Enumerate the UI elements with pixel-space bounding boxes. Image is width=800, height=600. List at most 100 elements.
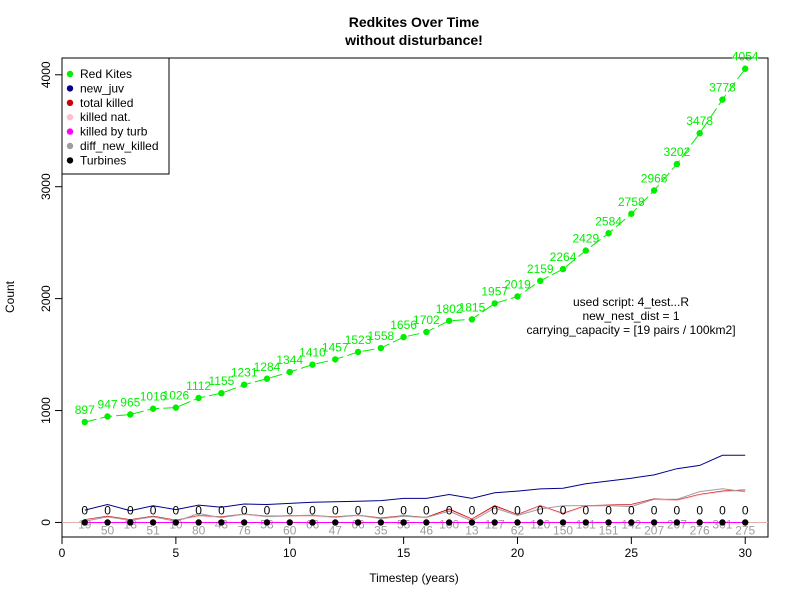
data-point [218, 519, 225, 526]
data-label: 0 [127, 503, 134, 517]
data-label: 2264 [550, 250, 577, 264]
data-point [605, 230, 612, 237]
data-point [628, 519, 635, 526]
data-label: 80 [192, 523, 206, 537]
data-label: 1344 [276, 353, 303, 367]
data-label: 4054 [732, 50, 759, 64]
data-label: 1284 [254, 360, 281, 374]
data-point [742, 65, 749, 72]
data-label: 0 [173, 503, 180, 517]
data-label: 1457 [322, 340, 349, 354]
legend-box [61, 57, 170, 175]
data-point [650, 519, 658, 526]
data-point [468, 316, 476, 323]
data-label: 0 [674, 503, 681, 517]
data-point [719, 519, 726, 526]
y-tick-label: 3000 [39, 173, 53, 200]
data-label: 276 [690, 523, 710, 537]
y-tick-label: 1000 [39, 397, 53, 424]
data-point [696, 130, 703, 137]
data-label: 46 [420, 523, 434, 537]
series-line [84, 489, 746, 521]
y-axis-label: Count [3, 280, 17, 313]
data-label: 0 [332, 503, 339, 517]
data-point [286, 368, 293, 376]
data-point [673, 160, 681, 168]
data-point [149, 519, 157, 526]
data-label: 0 [469, 503, 476, 517]
data-label: 51 [146, 523, 160, 537]
data-label: 0 [150, 503, 157, 517]
data-point [423, 519, 430, 526]
data-label: 947 [98, 397, 118, 411]
data-label: 151 [599, 523, 619, 537]
data-label: 2584 [595, 214, 622, 228]
data-point [559, 265, 567, 273]
data-label: 0 [742, 503, 749, 517]
data-label: 2019 [504, 277, 531, 291]
legend-marker [66, 85, 74, 92]
data-label: 150 [553, 523, 573, 537]
annotation-text: new_nest_dist = 1 [582, 309, 679, 323]
x-axis: 0 5 10 15 20 25 30 [59, 536, 752, 560]
data-point [514, 519, 521, 526]
data-point [514, 293, 521, 300]
data-point [650, 187, 658, 194]
series-red-kites: 897 947 965 1016102611121155123112841344141… [75, 50, 759, 426]
data-point [445, 317, 453, 324]
data-point [582, 247, 590, 254]
data-point [400, 519, 407, 526]
legend-label: diff_new_killed [80, 139, 159, 153]
data-point [286, 519, 293, 526]
data-label: 35 [374, 523, 388, 537]
data-label: 207 [644, 523, 664, 537]
data-point [104, 519, 111, 526]
data-point [81, 418, 88, 426]
legend-item: killed by turb [66, 125, 148, 139]
series-turbines: 0 0 0 0 0 0 0 0 0 0 0 0 0 0 0 0 0 0 0 0 0 0 0 0 0 0 0 0 0 0 [81, 503, 749, 526]
data-label: 0 [264, 503, 271, 517]
data-point [491, 519, 498, 526]
data-label: 0 [651, 503, 658, 517]
series-line [84, 454, 746, 512]
data-label: 1026 [163, 389, 190, 403]
data-point [218, 389, 225, 397]
data-label: 0 [582, 503, 589, 517]
legend-label: killed nat. [80, 110, 131, 124]
x-tick-label: 20 [511, 546, 525, 560]
y-tick-label: 0 [39, 519, 53, 526]
data-point [423, 328, 430, 336]
legend-label: total killed [80, 96, 133, 110]
data-label: 3478 [686, 114, 713, 128]
data-point [537, 277, 544, 285]
data-label: 62 [511, 523, 525, 537]
series-layer: 1950185110804376536066476635554610013127… [62, 50, 768, 537]
y-tick-label: 4000 [39, 61, 53, 88]
data-label: 13 [465, 523, 479, 537]
data-point [104, 413, 111, 420]
data-label: 1112 [186, 379, 211, 393]
data-point [445, 519, 453, 526]
data-label: 1656 [390, 318, 417, 332]
data-label: 60 [283, 523, 297, 537]
data-point [605, 519, 612, 526]
x-tick-label: 10 [283, 546, 297, 560]
x-axis-label: Timestep (years) [369, 571, 459, 585]
data-label: 0 [446, 503, 453, 517]
data-point [537, 519, 544, 526]
data-label: 0 [81, 503, 88, 517]
x-tick-label: 25 [625, 546, 639, 560]
data-point [628, 210, 635, 217]
data-label: 47 [329, 523, 343, 537]
data-point [172, 519, 180, 526]
legend-item: Red Kites [66, 67, 132, 81]
data-label: 3202 [664, 145, 691, 159]
data-label: 2966 [641, 172, 668, 186]
data-label: 1155 [209, 374, 235, 388]
data-label: 1957 [481, 284, 508, 298]
data-label: 76 [238, 523, 252, 537]
data-label: 2429 [572, 232, 599, 246]
